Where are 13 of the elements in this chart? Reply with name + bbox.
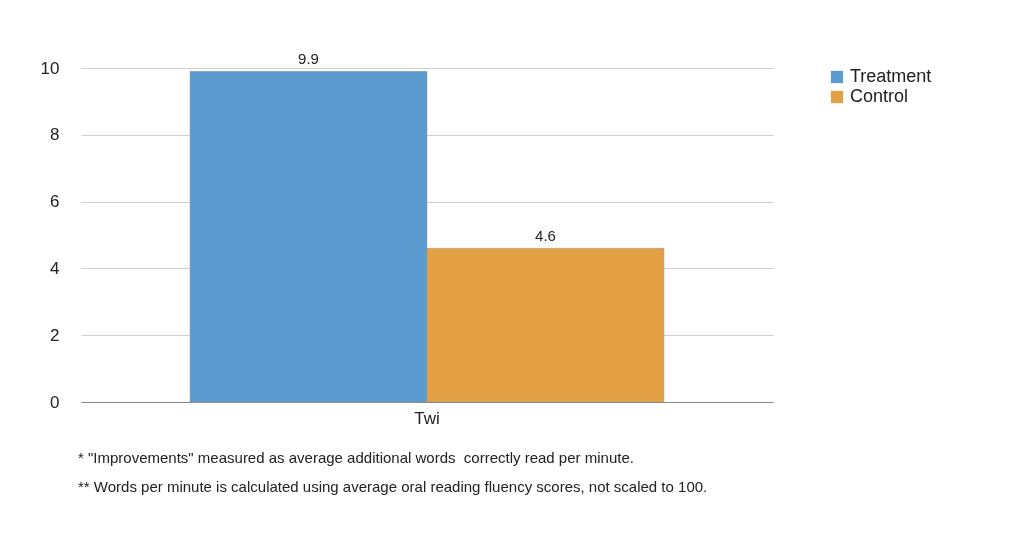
data-label: 4.6 (535, 227, 556, 245)
y-tick-label: 2 (50, 325, 60, 345)
legend-label: Control (850, 86, 909, 106)
text: ** Words per minute is calculated using average oral reading fluency scores, not scaled to 100. (78, 477, 708, 497)
y-tick-label: 8 (50, 125, 60, 145)
text: * "Improvements" measured as average additional words correctly read per minute. (78, 448, 635, 468)
y-tick-label: 10 (40, 58, 60, 78)
data-label: 9.9 (298, 50, 319, 68)
y-tick-label: 0 (50, 392, 60, 412)
y-tick-label: 6 (50, 192, 60, 212)
y-tick-label: 4 (50, 258, 60, 278)
legend-label: Treatment (850, 66, 932, 86)
x-tick-label: Twi (414, 408, 440, 428)
